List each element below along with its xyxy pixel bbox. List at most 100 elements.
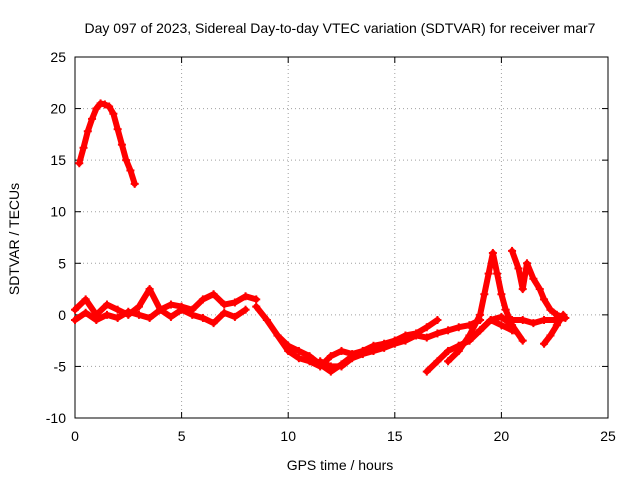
x-tick-label: 20 <box>494 428 510 444</box>
data-point <box>454 341 463 350</box>
series-trace <box>541 311 567 347</box>
data-point <box>166 300 175 309</box>
data-point <box>540 295 549 304</box>
data-point <box>273 331 282 340</box>
data-point <box>518 285 527 294</box>
data-point <box>493 269 502 278</box>
data-point <box>109 109 118 118</box>
data-point <box>465 336 474 345</box>
data-point <box>497 321 506 330</box>
data-point <box>546 305 555 314</box>
data-point <box>113 125 122 134</box>
data-point <box>358 350 367 359</box>
y-tick-label: 10 <box>50 204 66 220</box>
data-point <box>433 316 442 325</box>
data-point <box>529 319 538 328</box>
data-point <box>198 313 207 322</box>
series-arc-9 <box>454 312 527 350</box>
data-point <box>501 305 510 314</box>
data-point <box>522 259 531 268</box>
data-point <box>348 354 357 363</box>
y-axis-label: SDTVAR / TECUs <box>6 183 22 295</box>
data-point <box>535 285 544 294</box>
y-tick-label: -5 <box>54 358 67 374</box>
data-point <box>284 341 293 350</box>
data-point <box>476 326 485 335</box>
data-point <box>92 104 101 113</box>
data-point <box>156 305 165 314</box>
y-tick-label: -10 <box>46 410 66 426</box>
data-point <box>117 140 126 149</box>
data-point <box>230 298 239 307</box>
y-tick-label: 5 <box>58 255 66 271</box>
data-point <box>188 310 197 319</box>
x-tick-label: 15 <box>387 428 403 444</box>
data-point <box>71 305 79 314</box>
data-point <box>81 308 90 317</box>
series-trace <box>509 247 567 320</box>
y-tick-label: 0 <box>58 307 66 323</box>
grid-lines <box>75 57 608 418</box>
data-point <box>126 166 135 175</box>
data-point <box>252 302 261 311</box>
series-arc-1 <box>75 99 139 188</box>
data-point <box>422 323 431 332</box>
data-point <box>241 292 250 301</box>
data-point <box>497 312 506 321</box>
data-point <box>92 316 101 325</box>
data-point <box>113 305 122 314</box>
data-point <box>230 312 239 321</box>
series-arc-12 <box>540 310 568 348</box>
data-point <box>444 346 453 355</box>
data-point <box>433 329 442 338</box>
data-point <box>75 159 84 168</box>
plot-frame <box>74 56 609 419</box>
data-point <box>177 305 186 314</box>
data-point <box>79 143 88 152</box>
data-point <box>262 316 271 325</box>
data-point <box>540 316 549 325</box>
series-arc-6 <box>316 336 399 371</box>
data-point <box>337 346 346 355</box>
data-point <box>337 362 346 371</box>
data-point <box>444 357 453 366</box>
x-axis-label: GPS time / hours <box>287 457 394 473</box>
y-tick-label: 15 <box>50 152 66 168</box>
series-arc-11 <box>508 313 570 328</box>
data-point <box>209 319 218 328</box>
data-point <box>209 290 218 299</box>
data-point <box>369 346 378 355</box>
series-arc-3 <box>71 305 250 328</box>
data-point <box>508 316 517 325</box>
data-point <box>124 307 133 316</box>
x-tick-label: 25 <box>600 428 616 444</box>
data-point <box>380 341 389 350</box>
data-point <box>326 362 335 371</box>
data-point <box>96 99 105 108</box>
data-series <box>71 99 570 376</box>
data-point <box>540 339 549 348</box>
data-point <box>81 295 90 304</box>
data-point <box>316 357 325 366</box>
data-point <box>518 316 527 325</box>
data-point <box>476 310 485 319</box>
data-point <box>486 316 495 325</box>
series-trace <box>76 100 138 187</box>
data-point <box>390 336 399 345</box>
data-point <box>326 352 335 361</box>
data-point <box>454 323 463 332</box>
data-point <box>252 295 261 304</box>
data-point <box>422 333 431 342</box>
data-point <box>444 326 453 335</box>
data-point <box>134 302 143 311</box>
data-point <box>105 102 114 111</box>
data-point <box>241 305 250 314</box>
data-point <box>508 246 517 255</box>
data-point <box>145 313 154 322</box>
x-tick-label: 0 <box>71 428 79 444</box>
data-point <box>130 179 139 188</box>
data-point <box>552 321 561 330</box>
data-point <box>122 156 131 165</box>
data-point <box>83 127 92 136</box>
